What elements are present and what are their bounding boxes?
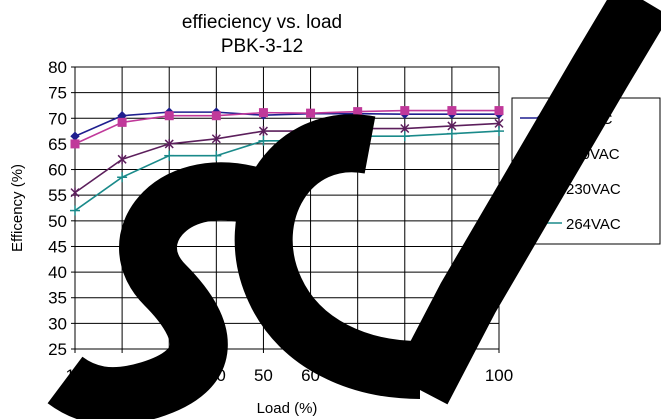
y-tick-label: 65 xyxy=(48,135,67,154)
data-point-110vac xyxy=(306,108,316,118)
data-point-110vac xyxy=(164,111,174,121)
legend-label-230vac: 230VAC xyxy=(566,181,621,198)
data-point-110vac xyxy=(494,106,504,116)
y-tick-label: 30 xyxy=(48,314,67,333)
data-point-110vac xyxy=(400,106,410,116)
data-point-230vac xyxy=(164,138,174,149)
series-line-230vac xyxy=(74,122,500,194)
watermark-o-stroke xyxy=(392,0,661,405)
chart-title: effieciency vs. load xyxy=(182,12,342,33)
data-point-264vac xyxy=(494,126,504,137)
y-tick-label: 80 xyxy=(48,58,67,77)
data-point-110vac xyxy=(211,111,221,121)
x-axis-label: Load (%) xyxy=(257,400,318,417)
legend-label-264vac: 264VAC xyxy=(566,216,621,233)
data-point-264vac xyxy=(211,150,222,161)
data-point-264vac xyxy=(70,205,80,216)
y-tick-label: 55 xyxy=(48,186,67,205)
data-point-230vac xyxy=(70,187,80,198)
data-point-110vac xyxy=(258,108,268,118)
watermark-s-stroke xyxy=(47,162,258,419)
data-point-110vac xyxy=(70,139,80,149)
watermark xyxy=(47,0,661,419)
y-tick-label: 40 xyxy=(48,263,67,282)
data-point-230vac xyxy=(117,154,127,165)
series-line-85vac xyxy=(74,111,499,137)
data-point-110vac xyxy=(117,117,127,127)
data-point-264vac xyxy=(258,135,269,146)
y-tick-label: 25 xyxy=(48,340,67,359)
data-point-230vac xyxy=(258,126,268,137)
y-axis-label: Efficency (%) xyxy=(9,164,26,252)
data-point-230vac xyxy=(211,133,221,144)
data-point-264vac xyxy=(164,150,175,161)
y-tick-label: 50 xyxy=(48,212,67,231)
y-tick-label: 70 xyxy=(48,109,67,128)
data-point-110vac xyxy=(447,106,457,116)
data-point-264vac xyxy=(399,131,410,142)
data-point-264vac xyxy=(117,172,128,183)
y-tick-label: 60 xyxy=(48,161,67,180)
series-line-110vac xyxy=(74,109,499,145)
x-tick-label: 50 xyxy=(254,366,273,385)
y-tick-label: 45 xyxy=(48,237,67,256)
chart-subtitle: PBK-3-12 xyxy=(221,36,303,57)
x-tick-label: 100 xyxy=(485,366,513,385)
data-point-264vac xyxy=(446,128,457,139)
y-tick-label: 75 xyxy=(48,84,67,103)
watermark-c-stroke xyxy=(234,114,421,399)
y-tick-label: 35 xyxy=(48,289,67,308)
